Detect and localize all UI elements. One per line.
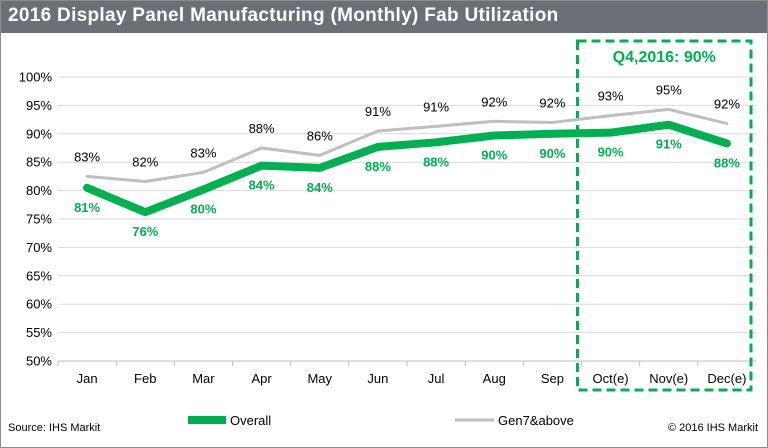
legend-gen7-label: Gen7&above (498, 413, 574, 428)
y-axis-ticks: 50% 55% 60% 65% 70% 75% 80% 85% 90% 95% 100% (19, 70, 53, 369)
y-tick-label: 95% (26, 98, 52, 113)
overall-data-label: 81% (74, 200, 100, 215)
gen7-data-label: 82% (132, 155, 158, 170)
x-tick-label: Mar (192, 371, 215, 386)
y-tick-label: 85% (26, 155, 52, 170)
overall-data-label: 90% (598, 145, 624, 160)
overall-data-label: 88% (423, 154, 449, 169)
data-labels: 83% 82% 83% 88% 86% 91% 91% 92% 92% 93% 95% 92% 81% 7… (74, 82, 740, 239)
q4-highlight-box (576, 39, 753, 392)
title-bar: 2016 Display Panel Manufacturing (Monthl… (0, 0, 768, 33)
gen7-data-label: 91% (365, 104, 391, 119)
x-tick-label: May (307, 371, 332, 386)
overall-data-label: 90% (481, 148, 507, 163)
x-tick-label: Apr (251, 371, 272, 386)
overall-data-label: 90% (539, 146, 565, 161)
gen7-data-label: 83% (74, 149, 100, 164)
gen7-data-label: 88% (249, 121, 275, 136)
y-tick-label: 70% (26, 240, 52, 255)
series-overall-line (83, 120, 731, 217)
overall-data-label: 84% (307, 180, 333, 195)
legend: Overall Gen7&above (188, 413, 574, 428)
x-tick-label: Aug (483, 371, 506, 386)
x-tick-label: Sep (541, 371, 564, 386)
overall-data-label: 91% (656, 137, 682, 152)
x-tick-label: Jun (367, 371, 388, 386)
gen7-data-label: 86% (307, 128, 333, 143)
x-tick-label: Jul (428, 371, 445, 386)
gen7-data-label: 92% (481, 94, 507, 109)
y-tick-label: 55% (26, 325, 52, 340)
x-tick-label: Jan (77, 371, 98, 386)
gen7-data-label: 92% (539, 95, 565, 110)
overall-data-label: 88% (714, 155, 740, 170)
x-tick-label: Nov(e) (649, 371, 688, 386)
y-tick-label: 60% (26, 297, 52, 312)
overall-data-label: 80% (190, 201, 216, 216)
y-tick-label: 100% (19, 70, 53, 85)
y-tick-label: 75% (26, 212, 52, 227)
x-axis-ticks: Jan Feb Mar Apr May Jun Jul Aug Sep Oct(e) Nov(e) D… (57, 361, 746, 386)
legend-overall-label: Overall (230, 413, 271, 428)
y-tick-label: 65% (26, 268, 52, 283)
x-tick-label: Oct(e) (593, 371, 629, 386)
y-tick-label: 80% (26, 183, 52, 198)
overall-data-label: 76% (132, 224, 158, 239)
x-tick-label: Feb (134, 371, 156, 386)
series-lines (83, 107, 731, 217)
overall-data-label: 84% (249, 178, 275, 193)
overall-data-label: 88% (365, 159, 391, 174)
y-tick-label: 90% (26, 126, 52, 141)
y-tick-label: 50% (26, 354, 52, 369)
source-note: Source: IHS Markit (8, 422, 101, 434)
gen7-data-label: 93% (598, 89, 624, 104)
x-tick-label: Dec(e) (707, 371, 746, 386)
gen7-data-label: 95% (656, 82, 682, 97)
gen7-data-label: 92% (714, 97, 740, 112)
gen7-data-label: 83% (190, 145, 216, 160)
series-gen7-line (85, 107, 729, 184)
gen7-data-label: 91% (423, 99, 449, 114)
chart-title: 2016 Display Panel Manufacturing (Monthl… (8, 5, 559, 26)
copyright-note: © 2016 IHS Markit (667, 422, 758, 434)
q4-highlight-label: Q4,2016: 90% (613, 49, 716, 66)
